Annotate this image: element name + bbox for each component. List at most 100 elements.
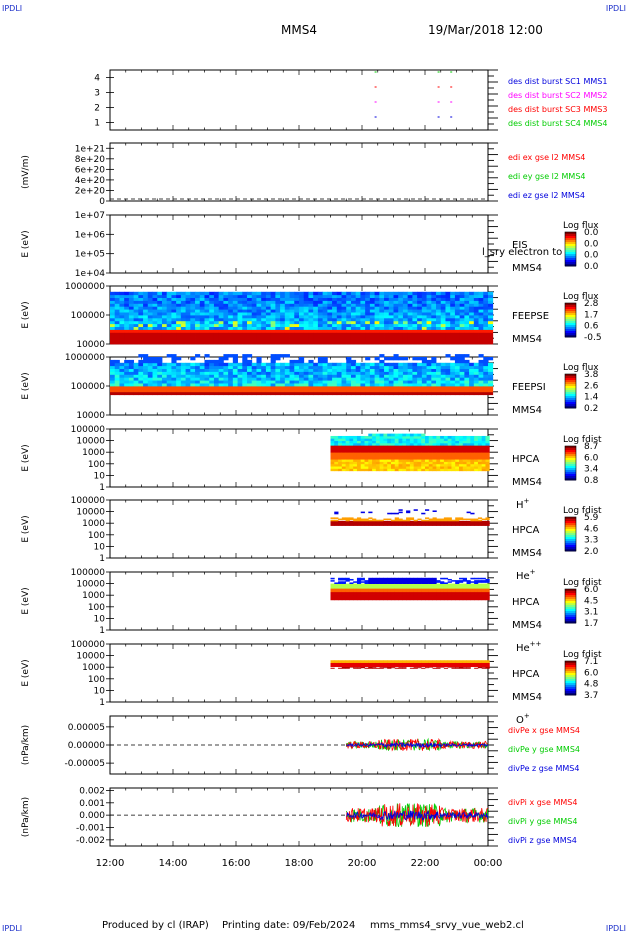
heat-cell xyxy=(394,433,399,437)
heat-cell xyxy=(275,332,281,336)
heat-cell xyxy=(459,332,465,336)
heat-cell xyxy=(436,518,441,521)
heat-cell xyxy=(470,445,475,448)
heat-cell xyxy=(445,341,451,345)
heat-cell xyxy=(185,329,191,333)
heat-cell xyxy=(379,362,385,367)
heat-cell xyxy=(413,592,418,595)
heat-cell xyxy=(228,309,234,313)
heat-cell xyxy=(379,595,384,597)
heat-cell xyxy=(413,461,418,465)
heat-cell xyxy=(477,581,483,583)
heat-cell xyxy=(280,341,286,345)
heat-cell xyxy=(412,294,418,298)
heat-cell xyxy=(470,594,475,596)
heat-cell xyxy=(440,597,445,600)
heat-cell xyxy=(365,320,371,325)
heat-cell xyxy=(313,338,319,342)
heat-cell xyxy=(119,312,125,316)
heat-cell xyxy=(317,341,324,345)
heat-cell xyxy=(356,583,362,586)
heat-cell xyxy=(336,323,342,327)
heat-cell xyxy=(443,582,449,584)
heat-cell xyxy=(387,520,392,523)
burst-mark xyxy=(374,101,377,103)
heat-cell xyxy=(406,592,411,595)
heat-cell xyxy=(176,335,182,339)
heat-cell xyxy=(421,597,426,600)
heat-cell xyxy=(166,365,172,369)
colorbar-tick-label: 0.6 xyxy=(584,322,599,332)
heat-cell xyxy=(440,377,446,381)
heat-cell xyxy=(345,452,350,455)
heat-cell xyxy=(336,368,342,372)
heat-cell xyxy=(317,383,324,387)
heat-cell xyxy=(485,523,490,525)
heat-cell xyxy=(114,323,120,327)
heat-cell xyxy=(270,368,276,372)
heat-cell xyxy=(364,438,369,441)
heat-cell xyxy=(375,523,381,525)
heat-cell xyxy=(409,522,415,524)
heat-cell xyxy=(436,440,441,444)
heat-cell xyxy=(440,591,445,594)
heat-cell xyxy=(459,386,465,390)
heat-cell xyxy=(171,303,177,307)
y-axis-label: E (eV) xyxy=(21,659,31,686)
heat-cell xyxy=(185,291,191,296)
heat-cell xyxy=(330,440,335,444)
colorbar-cell xyxy=(565,331,576,334)
heat-cell xyxy=(251,294,257,298)
heat-cell xyxy=(317,362,324,367)
heat-cell xyxy=(412,335,418,339)
heat-cell xyxy=(166,362,172,367)
heat-cell xyxy=(421,524,426,526)
heat-cell xyxy=(360,380,366,384)
heat-cell xyxy=(432,578,437,581)
heat-cell xyxy=(412,383,418,387)
heat-cell xyxy=(477,524,483,526)
heat-cell xyxy=(265,332,272,336)
heat-cell xyxy=(341,523,347,525)
heat-cell xyxy=(369,365,375,369)
heat-cell xyxy=(171,297,177,301)
heat-cell xyxy=(161,377,168,381)
heat-cell xyxy=(406,524,411,526)
heat-cell xyxy=(428,449,433,453)
heat-cell xyxy=(469,368,475,372)
heat-cell xyxy=(317,380,324,384)
heat-cell xyxy=(356,445,362,448)
heat-cell xyxy=(114,300,120,304)
heat-cell xyxy=(147,377,153,381)
heat-cell xyxy=(223,332,229,336)
heat-cell xyxy=(374,338,380,342)
heat-cell xyxy=(440,303,446,307)
heat-cell xyxy=(417,309,423,313)
heat-cell xyxy=(265,335,272,339)
heat-cell xyxy=(330,663,335,665)
heat-cell xyxy=(455,595,460,597)
heat-cell xyxy=(265,371,272,375)
heat-cell xyxy=(426,386,432,390)
heat-cell xyxy=(384,297,390,301)
heat-cell xyxy=(483,338,489,342)
heat-cell xyxy=(425,509,430,511)
heat-cell xyxy=(213,391,220,396)
heat-cell xyxy=(355,386,361,390)
heat-cell xyxy=(119,317,125,322)
heat-cell xyxy=(356,456,362,460)
heat-cell xyxy=(185,380,191,384)
heat-cell xyxy=(360,388,366,393)
colorbar-cell xyxy=(565,327,576,330)
heat-cell xyxy=(332,388,338,393)
heat-cell xyxy=(336,377,342,381)
heat-cell xyxy=(346,323,352,327)
heat-cell xyxy=(447,588,452,590)
heat-cell xyxy=(454,329,461,333)
heat-cell xyxy=(388,306,394,310)
heat-cell xyxy=(228,374,234,378)
heat-cell xyxy=(383,466,388,469)
heat-cell xyxy=(413,454,418,458)
heat-cell xyxy=(294,365,300,369)
heat-cell xyxy=(345,598,350,601)
